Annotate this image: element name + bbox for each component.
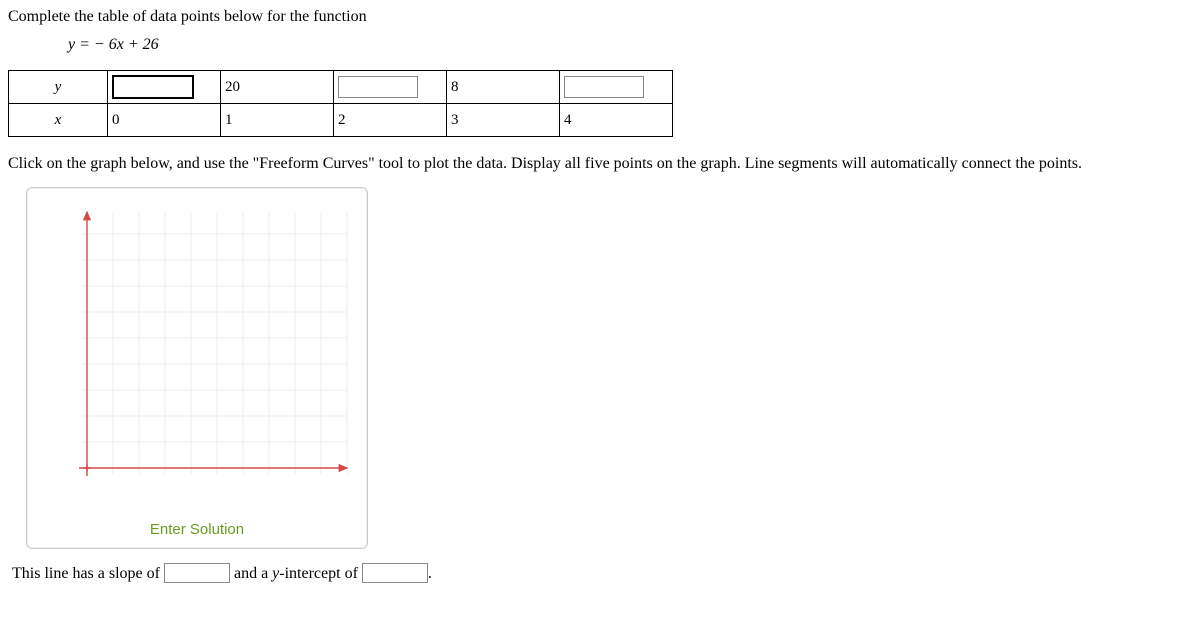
- x-cell-4: 4: [560, 104, 673, 137]
- x-cell-1: 1: [221, 104, 334, 137]
- graph-panel[interactable]: Enter Solution: [26, 187, 368, 549]
- final-suffix: -intercept of: [279, 565, 358, 582]
- equation-text: y = − 6x + 26: [68, 36, 159, 53]
- enter-solution-label[interactable]: Enter Solution: [27, 521, 367, 538]
- y-cell-1: 20: [221, 71, 334, 104]
- prompt-text: Complete the table of data points below …: [8, 8, 1191, 26]
- graph-canvas[interactable]: [37, 198, 357, 498]
- equation: y = − 6x + 26: [68, 36, 1191, 54]
- y-cell-4: [560, 71, 673, 104]
- final-sentence: This line has a slope of and a y-interce…: [12, 563, 1191, 583]
- y-input-0[interactable]: [112, 75, 194, 99]
- final-prefix: This line has a slope of: [12, 565, 160, 582]
- y-cell-0: [108, 71, 221, 104]
- final-middle: and a: [234, 565, 272, 582]
- table-row: y 20 8: [9, 71, 673, 104]
- intercept-input[interactable]: [362, 563, 428, 583]
- graph-instruction: Click on the graph below, and use the "F…: [8, 155, 1191, 173]
- data-table: y 20 8 x 0 1 2 3 4: [8, 70, 673, 137]
- x-cell-0: 0: [108, 104, 221, 137]
- x-cell-3: 3: [447, 104, 560, 137]
- y-row-label: y: [9, 71, 108, 104]
- final-end: .: [428, 565, 432, 582]
- x-row-label: x: [9, 104, 108, 137]
- table-row: x 0 1 2 3 4: [9, 104, 673, 137]
- y-cell-2: [334, 71, 447, 104]
- slope-input[interactable]: [164, 563, 230, 583]
- x-cell-2: 2: [334, 104, 447, 137]
- y-input-2[interactable]: [338, 76, 418, 98]
- y-input-4[interactable]: [564, 76, 644, 98]
- y-cell-3: 8: [447, 71, 560, 104]
